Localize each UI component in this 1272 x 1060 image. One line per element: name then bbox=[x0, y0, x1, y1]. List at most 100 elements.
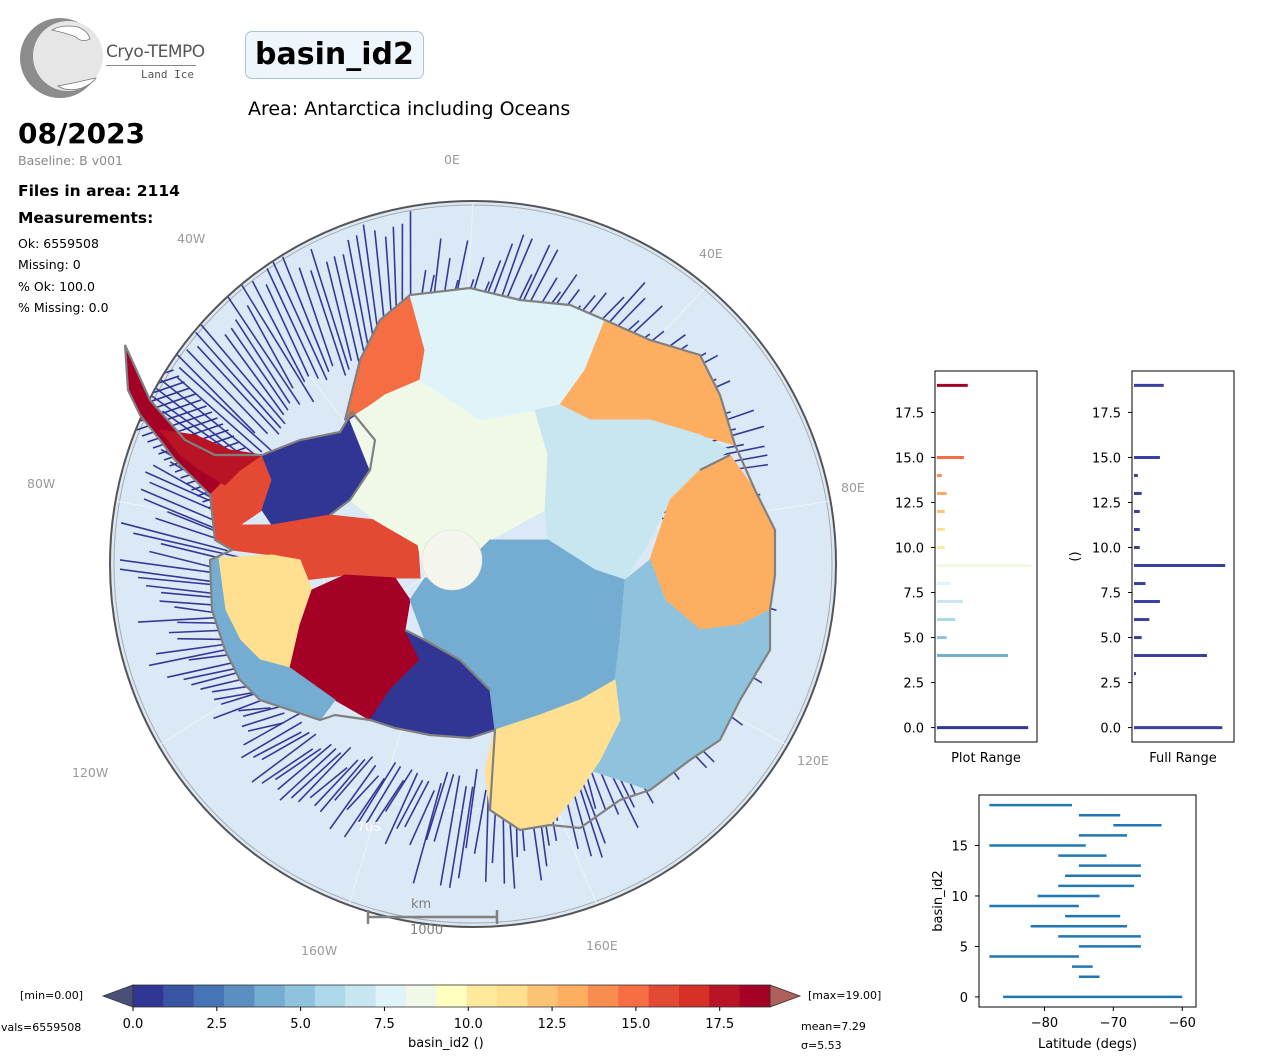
histogram-tick-label: 12.5 bbox=[1092, 496, 1121, 511]
colorbar-under-arrow bbox=[101, 984, 134, 1008]
histogram-tick-label: 5.0 bbox=[903, 632, 924, 647]
colorbar-tick-label: 17.5 bbox=[705, 1017, 734, 1032]
files-in-area: Files in area: 2114 bbox=[18, 182, 180, 200]
drainage-basins bbox=[124, 287, 776, 831]
lon-label-120w: 120W bbox=[72, 765, 108, 780]
colorbar-swatch bbox=[466, 985, 498, 1007]
lon-label-120e: 120E bbox=[797, 753, 829, 768]
logo-subtitle: Land Ice bbox=[141, 68, 194, 81]
colorbar-swatch bbox=[224, 985, 255, 1007]
colorbar-swatch bbox=[588, 985, 619, 1007]
colorbar-swatch bbox=[679, 985, 710, 1007]
colorbar-swatch bbox=[557, 985, 589, 1007]
basin-victoria-yellow bbox=[484, 679, 621, 831]
stat-pct-ok: % Ok: 100.0 bbox=[18, 279, 95, 294]
colorbar-swatch bbox=[527, 985, 559, 1007]
scalebar-value: 1000 bbox=[410, 923, 443, 938]
range-ylabel: basin_id2 bbox=[931, 870, 946, 931]
lon-label-40w: 40W bbox=[177, 231, 205, 246]
baseline-label: Baseline: B v001 bbox=[18, 153, 123, 168]
colorbar-mean-label: mean=7.29 bbox=[801, 1020, 866, 1033]
lon-label-0e: 0E bbox=[444, 152, 460, 167]
colorbar-swatch bbox=[618, 985, 650, 1007]
colorbar-tick-label: 10.0 bbox=[454, 1017, 483, 1032]
colorbar-swatch bbox=[497, 985, 528, 1007]
histogram-xlabel: Full Range bbox=[1149, 751, 1217, 766]
pole-hole bbox=[421, 529, 483, 591]
stat-ok: Ok: 6559508 bbox=[18, 236, 99, 251]
lon-label-160w: 160W bbox=[301, 943, 337, 958]
histogram-tick-label: 2.5 bbox=[903, 677, 924, 692]
range-xtick-label: −60 bbox=[1169, 1016, 1196, 1031]
histogram-tick-label: 7.5 bbox=[1100, 587, 1121, 602]
date-label: 08/2023 bbox=[18, 117, 146, 150]
histogram-tick-label: 0.0 bbox=[903, 722, 924, 737]
lon-label-80w: 80W bbox=[27, 476, 55, 491]
histogram-full-range: 0.0 2.5 5.0 7.5 10.0 12.5 15.0 17.5 Full Range () bbox=[1068, 370, 1235, 766]
variable-title: basin_id2 bbox=[245, 31, 424, 79]
histogram-tick-label: 2.5 bbox=[1100, 677, 1121, 692]
colorbar-swatch bbox=[345, 985, 377, 1007]
lon-label-80e: 80E bbox=[841, 480, 865, 495]
range-xtick-label: −80 bbox=[1031, 1016, 1058, 1031]
coastline bbox=[123, 286, 777, 832]
colorbar-swatch bbox=[193, 985, 225, 1007]
histogram-tick-label: 0.0 bbox=[1100, 722, 1121, 737]
colorbar-swatch bbox=[375, 985, 407, 1007]
range-ytick-label: 5 bbox=[960, 940, 968, 955]
colorbar-swatch bbox=[163, 985, 195, 1007]
colorbar-over-arrow bbox=[769, 984, 802, 1008]
histogram-tick-label: 12.5 bbox=[895, 496, 924, 511]
histogram-tick-label: 10.0 bbox=[1092, 541, 1121, 556]
cryo-tempo-logo bbox=[20, 18, 103, 98]
colorbar-swatch bbox=[648, 985, 680, 1007]
colorbar-tick-label: 2.5 bbox=[206, 1017, 227, 1032]
colorbar-tick-label: 5.0 bbox=[290, 1017, 311, 1032]
range-ytick-label: 0 bbox=[960, 991, 968, 1006]
histogram-tick-label: 15.0 bbox=[895, 451, 924, 466]
stat-missing: Missing: 0 bbox=[18, 257, 81, 272]
histogram-tick-label: 5.0 bbox=[1100, 632, 1121, 647]
colorbar-max-label: [max=19.00] bbox=[808, 989, 881, 1002]
colorbar-nvals-label: nvals=6559508 bbox=[0, 1021, 81, 1034]
scalebar: km 1000 bbox=[366, 897, 499, 938]
colorbar-axis-label: basin_id2 () bbox=[408, 1036, 484, 1051]
area-title: Area: Antarctica including Oceans bbox=[248, 98, 571, 120]
lon-label-160e: 160E bbox=[586, 938, 618, 953]
histogram-ylabel: () bbox=[1068, 551, 1083, 561]
latitude-range-plot: −80 −70 −60 0 5 10 15 Latitude (degs) basin_id2 bbox=[931, 794, 1197, 1052]
range-xlabel: Latitude (degs) bbox=[1038, 1037, 1137, 1052]
histogram-plot-range: 0.0 2.5 5.0 7.5 10.0 12.5 15.0 17.5 Plot Range bbox=[895, 370, 1038, 766]
measurements-title: Measurements: bbox=[18, 209, 154, 227]
basin-lambert-pale bbox=[534, 404, 731, 581]
logo-title: Cryo-TEMPO bbox=[106, 42, 205, 62]
histogram-tick-label: 17.5 bbox=[1092, 406, 1121, 421]
colorbar-swatch bbox=[284, 985, 316, 1007]
colorbar-min-label: [min=0.00] bbox=[20, 989, 83, 1002]
colorbar-swatch bbox=[133, 985, 164, 1007]
colorbar-tick-label: 12.5 bbox=[538, 1017, 567, 1032]
range-ytick-label: 10 bbox=[951, 890, 968, 905]
histogram-xlabel: Plot Range bbox=[951, 751, 1021, 766]
colorbar-swatch bbox=[315, 985, 346, 1007]
colorbar-sigma-label: σ=5.53 bbox=[801, 1039, 842, 1052]
stat-pct-missing: % Missing: 0.0 bbox=[18, 300, 109, 315]
histogram-tick-label: 7.5 bbox=[903, 587, 924, 602]
colorbar-tick-label: 15.0 bbox=[621, 1017, 650, 1032]
colorbar-tick-label: 7.5 bbox=[374, 1017, 395, 1032]
scalebar-unit: km bbox=[411, 897, 431, 912]
lon-label-40e: 40E bbox=[699, 246, 723, 261]
histogram-tick-label: 10.0 bbox=[895, 541, 924, 556]
basin-peninsula-red bbox=[158, 429, 264, 486]
colorbar-tick-label: 0.0 bbox=[123, 1017, 144, 1032]
colorbar: 0.0 2.5 5.0 7.5 10.0 12.5 15.0 17.5 bbox=[101, 984, 802, 1032]
longitude-labels: 0E 40E 80E 120E 160E 160W 120W 80W 40W bbox=[27, 152, 865, 958]
colorbar-swatch bbox=[254, 985, 286, 1007]
colorbar-swatch bbox=[406, 985, 437, 1007]
histogram-tick-label: 15.0 bbox=[1092, 451, 1121, 466]
range-xtick-label: −70 bbox=[1100, 1016, 1127, 1031]
range-ytick-label: 15 bbox=[951, 839, 968, 854]
colorbar-swatch bbox=[436, 985, 468, 1007]
colorbar-swatch bbox=[709, 985, 741, 1007]
